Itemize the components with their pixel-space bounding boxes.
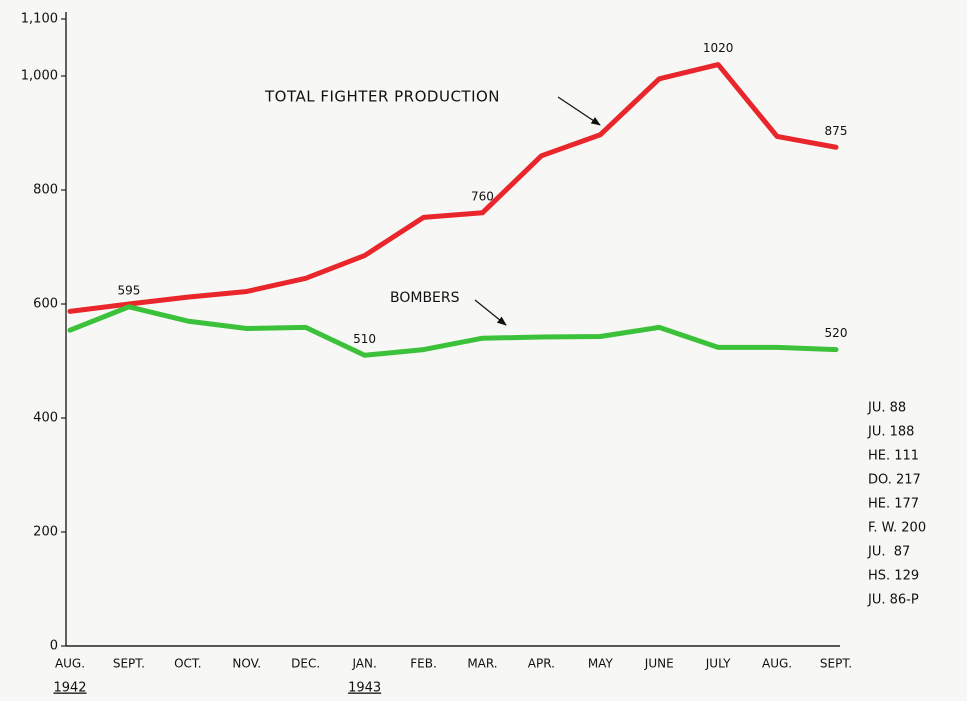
x-tick-label: JAN. (351, 657, 376, 671)
y-tick-label: 1,100 (21, 12, 58, 27)
arrow (557, 96, 601, 126)
data-label: 510 (353, 332, 376, 346)
bomber-type: DO. 217 (868, 473, 921, 488)
x-tick-label: FEB. (410, 657, 437, 671)
series-label: BOMBERS (390, 290, 460, 306)
bomber-type: HE. 111 (868, 449, 919, 464)
y-tick-label: 400 (33, 411, 58, 426)
x-tick-label: DEC. (291, 657, 320, 671)
y-tick-label: 800 (33, 183, 58, 198)
x-tick-label: SEPT. (820, 657, 852, 671)
x-sublabel: 1942 (53, 681, 86, 696)
x-tick-label: JUNE (644, 657, 674, 671)
y-tick-label: 1,000 (21, 69, 58, 84)
bomber-type: HE. 177 (868, 497, 919, 512)
y-tick-label: 0 (50, 639, 58, 654)
bomber-type: JU. 188 (867, 425, 914, 440)
x-tick-label: OCT. (174, 657, 202, 671)
series-label: TOTAL FIGHTER PRODUCTION (264, 88, 500, 106)
x-tick-label: JULY (705, 657, 731, 671)
x-tick-label: MAY (588, 657, 614, 671)
bomber-type: JU. 88 (867, 401, 906, 416)
x-tick-label: SEPT. (113, 657, 145, 671)
data-label: 520 (825, 326, 848, 340)
y-tick-label: 200 (33, 525, 58, 540)
x-tick-label: AUG. (55, 657, 85, 671)
y-tick-label: 600 (33, 297, 58, 312)
x-tick-label: NOV. (232, 657, 261, 671)
x-sublabel: 1943 (348, 681, 381, 696)
arrow (474, 299, 507, 326)
data-label: 760 (471, 189, 494, 203)
data-label: 1020 (703, 41, 734, 55)
bomber-type: HS. 129 (868, 569, 919, 584)
series-line (67, 304, 839, 358)
x-tick-label: MAR. (467, 657, 497, 671)
bomber-type: F. W. 200 (868, 521, 926, 536)
x-tick-label: APR. (528, 657, 555, 671)
data-label: 595 (117, 283, 140, 297)
series-line (67, 62, 839, 314)
bomber-type: JU. 86-P (867, 593, 919, 608)
x-tick-label: AUG. (762, 657, 792, 671)
data-label: 875 (825, 124, 848, 138)
bomber-type: JU. 87 (867, 545, 910, 560)
